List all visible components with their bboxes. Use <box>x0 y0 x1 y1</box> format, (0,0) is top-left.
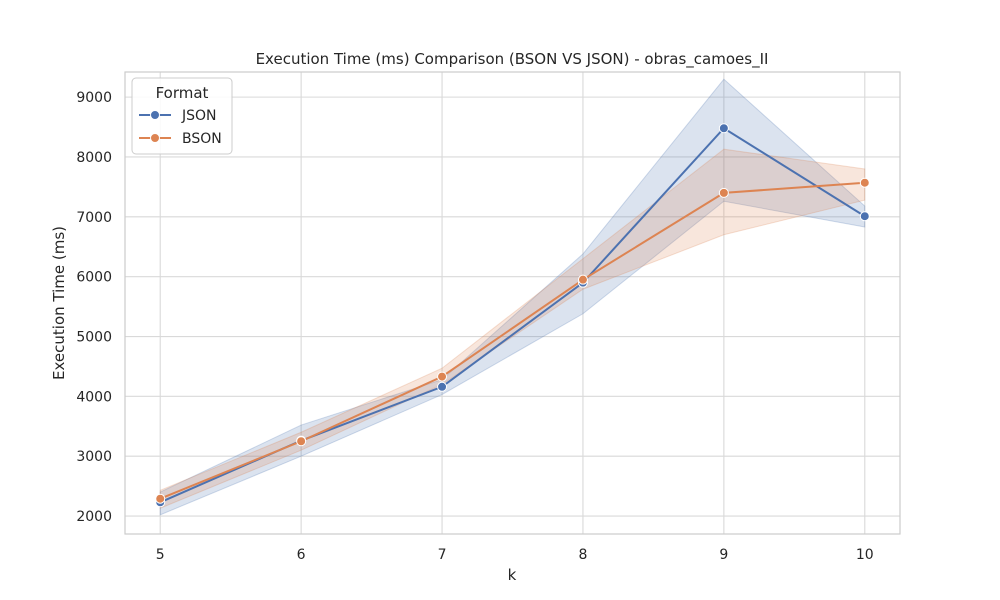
legend-marker-bson <box>150 133 160 143</box>
y-tick-label: 3000 <box>76 449 112 465</box>
y-tick-label: 6000 <box>76 270 112 286</box>
y-tick-label: 9000 <box>76 90 112 106</box>
tick-labels: 5 6 7 8 9 10 2000 3000 4000 5000 6000 7000 8000 9000 <box>76 90 873 563</box>
grid <box>125 72 900 534</box>
x-tick-label: 5 <box>156 547 165 563</box>
legend-title: Format <box>156 84 209 102</box>
y-tick-label: 7000 <box>76 210 112 226</box>
data-points <box>155 123 870 508</box>
bson-point <box>437 371 448 382</box>
bson-point <box>155 493 166 504</box>
bson-point <box>296 436 307 447</box>
x-tick-label: 9 <box>719 547 728 563</box>
plot-frame <box>124 71 901 535</box>
y-tick-label: 5000 <box>76 330 112 346</box>
json-point <box>859 211 870 222</box>
bson-line <box>159 181 865 500</box>
x-tick-label: 10 <box>856 547 874 563</box>
json-point <box>437 381 448 392</box>
y-tick-label: 4000 <box>76 389 112 405</box>
chart-title: Execution Time (ms) Comparison (BSON VS … <box>256 50 769 69</box>
x-tick-label: 6 <box>297 547 306 563</box>
bson-point <box>718 187 729 198</box>
series-lines <box>159 126 866 504</box>
bson-point <box>859 177 870 188</box>
legend-entries: JSON BSON <box>139 108 222 147</box>
plot-background <box>125 72 900 534</box>
json-point <box>718 123 729 134</box>
legend: Format JSON BSON <box>131 77 233 155</box>
y-tick-label: 8000 <box>76 150 112 166</box>
x-axis-label: k <box>508 566 517 584</box>
legend-label-json: JSON <box>181 108 217 124</box>
legend-entry-json: JSON <box>139 108 217 124</box>
y-axis-label: Execution Time (ms) <box>50 226 68 380</box>
legend-entry-bson: BSON <box>139 131 222 147</box>
bson-point <box>577 274 588 285</box>
x-tick-label: 7 <box>438 547 447 563</box>
x-tick-label: 8 <box>578 547 587 563</box>
legend-label-bson: BSON <box>182 131 222 147</box>
legend-marker-json <box>150 110 160 120</box>
y-tick-label: 2000 <box>76 509 112 525</box>
